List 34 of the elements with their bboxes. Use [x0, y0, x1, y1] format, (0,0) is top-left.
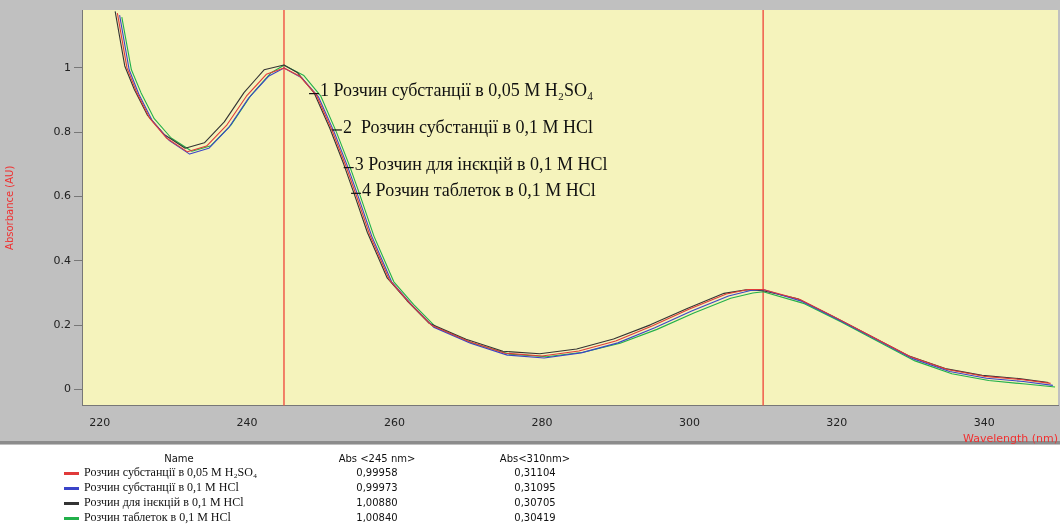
text: Abs <245 nm>	[337, 452, 417, 465]
text: 0,31095	[513, 481, 557, 495]
y-axis-title: Absorbance (AU)	[3, 165, 15, 250]
text: 1,00880	[355, 496, 399, 510]
x-tick-label: 220	[89, 416, 111, 430]
legend-label: Розчин субстанції в 0,1 M HCl	[84, 480, 239, 494]
x-tick-label: 280	[531, 416, 553, 430]
y-tick-label: 0.2	[53, 318, 71, 332]
x-tick-label: 300	[678, 416, 700, 430]
x-tick-label: 320	[826, 416, 848, 430]
legend-label: Розчин субстанції в 0,05 M H₂SO₄	[84, 465, 258, 479]
text: 1,00840	[355, 511, 399, 525]
annotation: 3 Розчин для інєкцій в 0,1 M HCl	[354, 154, 608, 175]
text: 0,30419	[513, 511, 557, 525]
annotation: 4 Розчин таблеток в 0,1 M HCl	[362, 180, 596, 201]
x-tick-label: 240	[236, 416, 258, 430]
x-tick-label: 260	[384, 416, 406, 430]
text: 0,99973	[355, 481, 399, 495]
annotation: 1 Розчин субстанції в 0,05 M H₂SO₄	[320, 80, 594, 101]
y-tick-label: 0.8	[53, 125, 71, 139]
y-tick-label: 0.4	[53, 253, 71, 267]
legend-label: Розчин для інєкцій в 0,1 M HCl	[84, 495, 244, 509]
y-tick-label: 0	[64, 382, 71, 396]
x-tick-label: 340	[973, 416, 995, 430]
text: Abs<310nm>	[498, 452, 572, 465]
y-tick-label: 1	[64, 60, 71, 74]
y-tick-label: 0.6	[53, 189, 71, 203]
x-axis-title: Wavelength (nm)	[962, 432, 1058, 446]
text: 0,30705	[513, 496, 557, 510]
text: 0,99958	[355, 466, 399, 480]
text: 0,31104	[513, 466, 557, 480]
text: Name	[163, 452, 195, 465]
annotation: 2 Розчин субстанції в 0,1 M HCl	[342, 116, 594, 137]
legend-label: Розчин таблеток в 0,1 M HCl	[84, 510, 231, 524]
